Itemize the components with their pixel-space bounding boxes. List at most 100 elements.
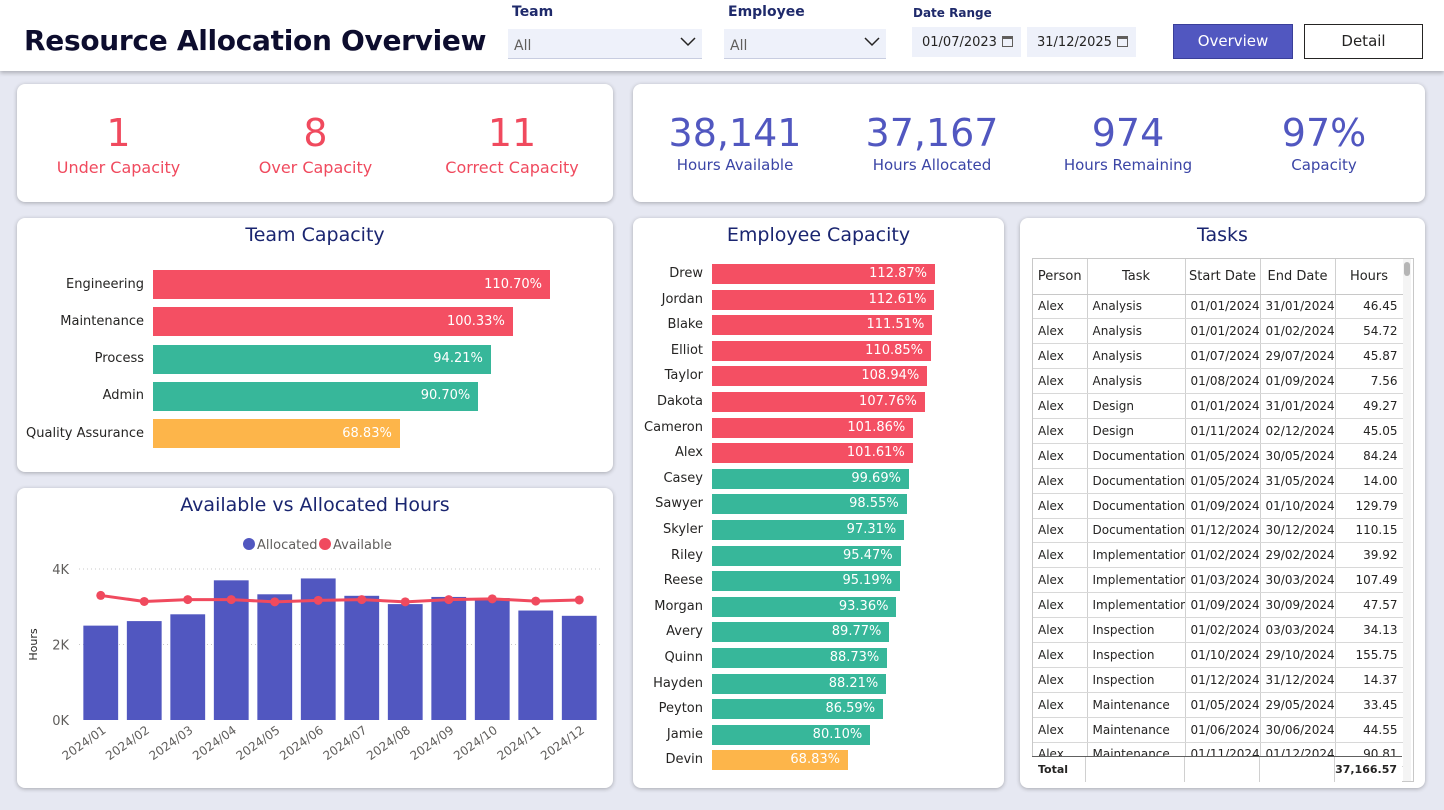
bar-row[interactable]: Avery 89.77% [633,622,1004,643]
table-row[interactable]: Alex Inspection 01/02/2024 03/03/2024 34.13 [1033,617,1404,643]
bar-row[interactable]: Drew 112.87% [633,264,1004,284]
table-row[interactable]: Alex Inspection 01/12/2024 31/12/2024 14.37 [1033,667,1404,693]
bar-row[interactable]: Quality Assurance 68.83% [17,419,613,449]
bar-category-label: Jordan [661,291,703,307]
column-header-hours[interactable]: Hours [1335,259,1404,295]
legend-label: Allocated [257,538,318,553]
table-cell: Alex [1033,368,1088,395]
table-row[interactable]: Alex Maintenance 01/06/2024 30/06/2024 44.55 [1033,717,1404,743]
bar-category-label: Riley [671,547,703,563]
table-row[interactable]: Alex Design 01/11/2024 02/12/2024 45.05 [1033,418,1404,444]
bar-row[interactable]: Maintenance 100.33% [17,307,613,337]
bar[interactable]: 100.33% [153,307,513,337]
table-row[interactable]: Alex Implementation 01/09/2024 30/09/2024 47… [1033,592,1404,619]
bar-row[interactable]: Jamie 80.10% [633,724,1004,745]
employee-dropdown[interactable]: All [724,29,886,59]
bar[interactable]: 68.83% [712,750,848,771]
bar-row[interactable]: Riley 95.47% [633,545,1004,566]
detail-button[interactable]: Detail [1304,24,1423,59]
bar[interactable]: 108.94% [712,366,928,387]
bar[interactable]: 90.70% [153,381,479,411]
column-header-end-date[interactable]: End Date [1260,259,1336,295]
bar[interactable]: 95.19% [712,571,901,592]
table-row[interactable]: Alex Analysis 01/08/2024 01/09/2024 7.56 [1033,368,1404,395]
table-row[interactable]: Alex Analysis 01/01/2024 31/01/2024 46.45 [1033,294,1404,320]
table-row[interactable]: Alex Documentation 01/09/2024 01/10/2024 129… [1033,493,1404,519]
calendar-icon[interactable] [1117,36,1128,47]
column-header-task[interactable]: Task [1087,259,1186,295]
bar-value-label: 99.69% [851,470,901,486]
table-cell: Documentation [1087,518,1186,544]
bar[interactable]: 88.21% [712,673,887,694]
bar-category-label: Admin [102,388,144,404]
bar-row[interactable]: Engineering 110.70% [17,270,613,299]
bar[interactable]: 80.10% [712,724,871,745]
bar[interactable]: 110.70% [153,270,550,299]
bar[interactable]: 112.87% [712,264,935,284]
end-date-input[interactable]: 31/12/2025 [1027,27,1136,57]
bar-value-label: 88.73% [829,650,880,665]
bar-row[interactable]: Devin 68.83% [633,750,1004,771]
table-row[interactable]: Alex Analysis 01/01/2024 01/02/2024 54.72 [1033,318,1404,345]
bar-row[interactable]: Taylor 108.94% [633,366,1004,387]
bar-row[interactable]: Jordan 112.61% [633,289,1004,310]
team-dropdown[interactable]: All [508,29,702,59]
bar[interactable]: 94.21% [153,344,491,374]
table-row[interactable]: Alex Analysis 01/07/2024 29/07/2024 45.87 [1033,343,1404,370]
bar-value-label: 108.94% [861,368,920,384]
bar-row[interactable]: Elliot 110.85% [633,340,1004,361]
table-row[interactable]: Alex Documentation 01/05/2024 31/05/2024 14.… [1033,468,1404,494]
bar-row[interactable]: Casey 99.69% [633,468,1004,489]
column-header-start-date[interactable]: Start Date [1185,259,1261,295]
bar-row[interactable]: Cameron 101.86% [633,417,1004,438]
bar[interactable]: 97.31% [712,520,905,540]
table-row[interactable]: Alex Inspection 01/10/2024 29/10/2024 155.75 [1033,642,1404,668]
bar-row[interactable]: Dakota 107.76% [633,392,1004,412]
bar-category-label: Hayden [653,675,703,691]
bar-category-label: Sawyer [655,496,703,512]
table-row[interactable]: Alex Documentation 01/12/2024 30/12/2024 110… [1033,518,1404,544]
bar-row[interactable]: Skyler 97.31% [633,520,1004,540]
bar[interactable]: 99.69% [712,468,909,489]
bar[interactable]: 88.73% [712,648,888,668]
bar-row[interactable]: Blake 111.51% [633,315,1004,336]
table-row[interactable]: Alex Implementation 01/03/2024 30/03/2024 10… [1033,567,1404,594]
bar-row[interactable]: Alex 101.61% [633,443,1004,464]
bar-row[interactable]: Morgan 93.36% [633,596,1004,617]
bar[interactable]: 86.59% [712,699,884,720]
tasks-table[interactable]: Person Task Start Date End Date Hours Al… [1032,258,1414,782]
allocated-bar [344,595,380,720]
bar[interactable]: 110.85% [712,340,931,361]
calendar-icon[interactable] [1002,36,1013,47]
bar[interactable]: 95.47% [712,545,901,566]
table-cell: Alex [1033,294,1088,320]
table-row[interactable]: Alex Documentation 01/05/2024 30/05/2024 84.… [1033,443,1404,469]
bar-row[interactable]: Reese 95.19% [633,571,1004,592]
start-date-input[interactable]: 01/07/2023 [912,27,1021,57]
table-scrollbar[interactable] [1403,259,1411,781]
bar[interactable]: 93.36% [712,596,897,617]
table-cell: Alex [1033,592,1088,619]
overview-button[interactable]: Overview [1173,24,1293,59]
bar-row[interactable]: Hayden 88.21% [633,673,1004,694]
bar[interactable]: 112.61% [712,289,935,310]
bar-row[interactable]: Sawyer 98.55% [633,494,1004,515]
table-row[interactable]: Alex Maintenance 01/05/2024 29/05/2024 33.45 [1033,692,1404,718]
bar[interactable]: 101.61% [712,443,913,464]
bar[interactable]: 98.55% [712,494,907,515]
bar[interactable]: 111.51% [712,315,933,336]
bar[interactable]: 107.76% [712,392,925,412]
table-cell: 29/07/2024 [1260,343,1336,370]
bar-row[interactable]: Admin 90.70% [17,381,613,411]
bar-row[interactable]: Peyton 86.59% [633,699,1004,720]
chevron-down-icon [680,37,696,47]
bar-row[interactable]: Quinn 88.73% [633,648,1004,668]
table-row[interactable]: Alex Design 01/01/2024 31/01/2024 49.27 [1033,393,1404,419]
bar[interactable]: 68.83% [153,419,400,449]
scrollbar-thumb[interactable] [1404,262,1410,276]
bar[interactable]: 101.86% [712,417,914,438]
bar-row[interactable]: Process 94.21% [17,344,613,374]
bar[interactable]: 89.77% [712,622,890,643]
table-row[interactable]: Alex Implementation 01/02/2024 29/02/2024 39… [1033,542,1404,569]
column-header-person[interactable]: Person [1033,259,1088,295]
